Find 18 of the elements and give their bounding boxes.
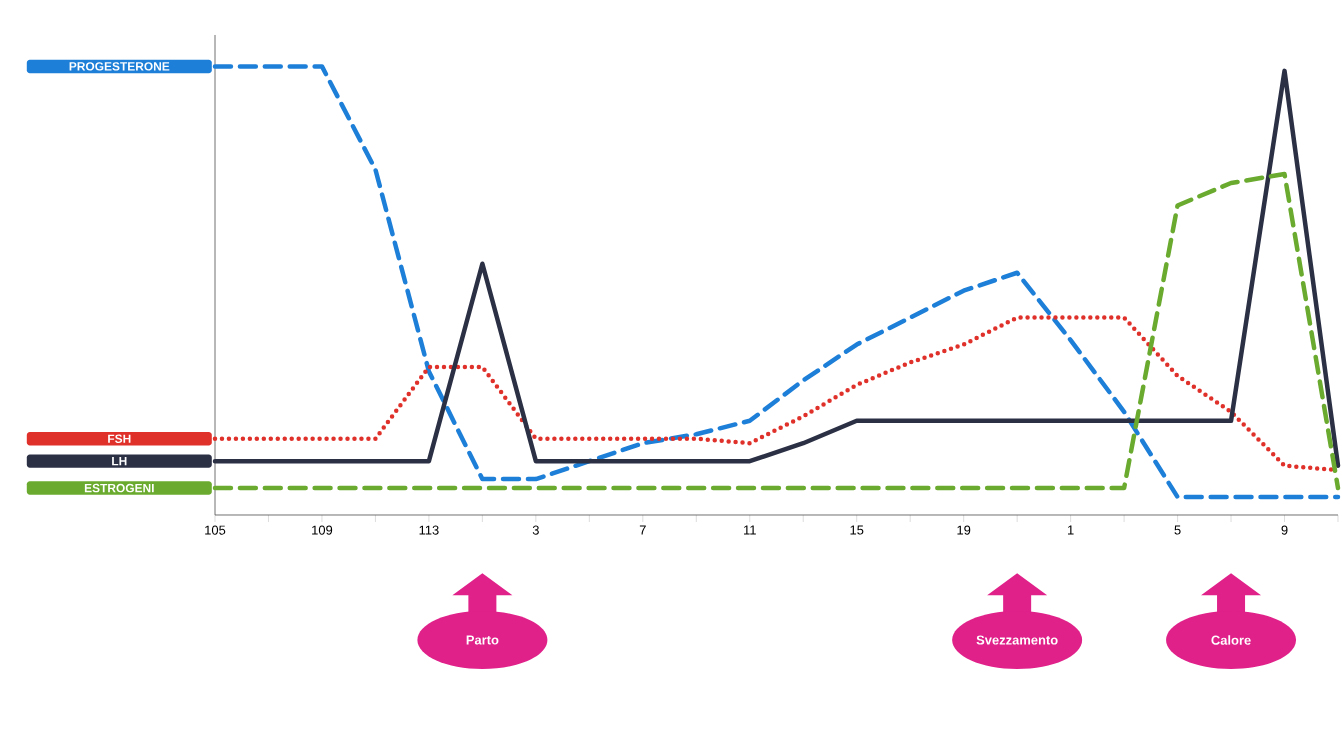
x-tick-label: 19 bbox=[957, 525, 971, 535]
x-tick-label: 1 bbox=[1068, 525, 1074, 535]
text: Calore bbox=[1211, 635, 1251, 645]
x-tick-label: 7 bbox=[639, 525, 646, 535]
x-tick-label: 113 bbox=[419, 525, 439, 535]
text: FSH bbox=[108, 434, 131, 443]
x-tick-label: 9 bbox=[1281, 525, 1288, 535]
x-tick-label: 15 bbox=[850, 525, 864, 535]
x-tick-label: 11 bbox=[744, 525, 756, 535]
x-tick-label: 109 bbox=[312, 525, 333, 535]
text: PROGESTERONE bbox=[69, 62, 170, 71]
text: LH bbox=[112, 457, 127, 466]
x-tick-label: 105 bbox=[205, 525, 226, 535]
text: Svezzamento bbox=[976, 635, 1058, 645]
text: Parto bbox=[466, 635, 499, 645]
x-tick-label: 5 bbox=[1174, 525, 1181, 535]
text: ESTROGENI bbox=[84, 483, 154, 493]
x-tick-label: 3 bbox=[532, 525, 539, 535]
